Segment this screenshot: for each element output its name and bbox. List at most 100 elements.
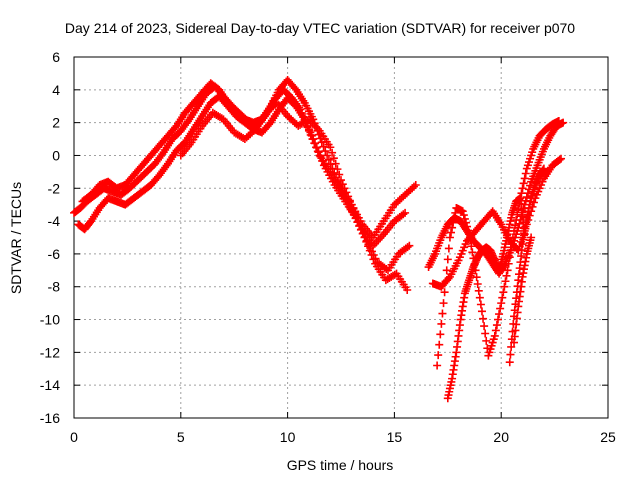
data-point: [434, 351, 443, 360]
data-point: [365, 246, 374, 255]
data-point: [517, 189, 526, 198]
data-point: [411, 180, 420, 189]
data-point: [518, 184, 527, 193]
data-point: [466, 236, 475, 245]
data-point: [435, 340, 444, 349]
data-point: [493, 315, 502, 324]
series-track-7: [433, 116, 563, 370]
y-tick-label: 4: [52, 82, 60, 98]
data-point: [324, 155, 333, 164]
data-point: [382, 264, 391, 273]
data-point: [442, 266, 451, 275]
data-point: [441, 277, 450, 286]
data-point: [481, 329, 490, 338]
data-point: [323, 151, 332, 160]
data-point: [319, 142, 328, 151]
data-point: [344, 192, 353, 201]
data-point: [337, 176, 345, 185]
data-point: [495, 310, 504, 319]
data-point: [502, 271, 511, 280]
data-point: [473, 279, 482, 288]
data-point: [472, 273, 481, 282]
data-point: [447, 228, 456, 237]
data-point: [369, 255, 378, 264]
data-point: [506, 350, 515, 359]
data-point: [503, 266, 512, 275]
series-track-3: [78, 75, 412, 295]
data-point: [345, 196, 354, 205]
y-tick-label: -8: [48, 279, 61, 295]
y-tick-label: -12: [40, 344, 60, 360]
data-point: [445, 233, 454, 242]
plot-frame: [73, 56, 609, 419]
data-point: [340, 184, 349, 193]
data-point: [505, 358, 514, 367]
data-point: [444, 244, 453, 253]
y-tick-label: -10: [40, 312, 60, 328]
data-point: [511, 221, 520, 230]
data-point: [507, 342, 516, 351]
data-point: [463, 222, 472, 231]
data-point: [474, 286, 483, 295]
y-axis-label: SDTVAR / TECUs: [8, 181, 24, 295]
x-tick-label: 5: [177, 429, 185, 445]
data-point: [497, 299, 506, 308]
series-track-10: [510, 233, 536, 347]
data-point: [496, 304, 505, 313]
data-point: [403, 243, 412, 252]
chart-title: Day 214 of 2023, Sidereal Day-to-day VTE…: [64, 20, 576, 36]
data-point: [498, 293, 507, 302]
data-point: [557, 154, 566, 163]
data-point: [367, 251, 376, 260]
y-tick-label: 6: [52, 49, 60, 65]
data-point: [318, 156, 327, 165]
data-point: [464, 226, 473, 235]
data-point: [506, 246, 515, 255]
data-point: [314, 148, 323, 157]
x-tick-label: 20: [493, 429, 509, 445]
data-point: [437, 319, 446, 328]
series-track-4: [176, 98, 420, 242]
y-tick-label: -4: [48, 213, 61, 229]
data-point: [504, 259, 513, 268]
y-tick-label: -14: [40, 377, 60, 393]
data-point: [479, 314, 488, 323]
data-point: [321, 147, 330, 156]
y-tick-label: 2: [52, 115, 60, 131]
data-point: [505, 253, 514, 262]
data-point: [492, 321, 501, 330]
data-point: [401, 208, 410, 217]
data-point: [436, 330, 445, 339]
data-point: [335, 170, 344, 179]
data-point: [475, 293, 484, 302]
data-point: [521, 169, 530, 178]
data-point: [439, 299, 448, 308]
data-point: [480, 322, 489, 331]
data-point: [362, 237, 371, 246]
data-point: [491, 326, 500, 335]
data-point: [311, 139, 320, 148]
data-point: [449, 218, 458, 227]
data-point: [468, 248, 477, 257]
data-point: [338, 180, 347, 189]
data-point: [467, 242, 476, 251]
data-point: [390, 270, 399, 279]
x-tick-label: 15: [387, 429, 403, 445]
axes: 0 5 10 15 20 25 -16 -14 -12 -10 -8 -6 -4 -2 0 2 4 6: [40, 49, 616, 445]
data-point: [333, 165, 342, 174]
data-point: [459, 211, 468, 220]
data-point: [458, 207, 467, 216]
data-point: [331, 159, 340, 168]
data-point: [520, 174, 529, 183]
data-point: [490, 331, 499, 340]
data-point: [342, 188, 351, 197]
data-point: [438, 309, 447, 318]
data-point: [360, 233, 369, 242]
data-point: [329, 154, 338, 163]
x-tick-label: 10: [280, 429, 296, 445]
data-point: [555, 155, 564, 164]
data-point: [364, 242, 373, 251]
data-point: [440, 288, 449, 297]
data-point: [403, 286, 412, 295]
data-point: [522, 193, 531, 202]
